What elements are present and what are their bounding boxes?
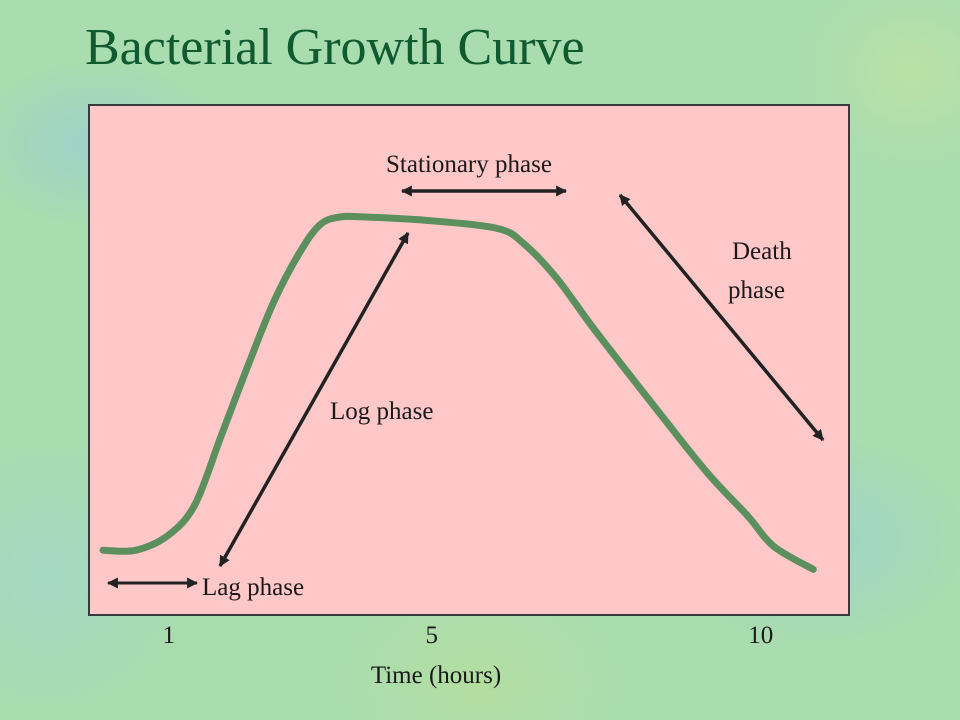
death-phase-arrow <box>618 193 825 442</box>
plot-area <box>88 104 850 616</box>
x-tick-label: 5 <box>426 622 439 649</box>
death-phase-label-line1: Death <box>732 238 792 265</box>
death-phase-label-line2: phase <box>728 277 785 304</box>
growth-curve-line <box>99 212 817 573</box>
lag-phase-label: Lag phase <box>202 574 304 601</box>
slide-title: Bacterial Growth Curve <box>85 19 585 76</box>
x-tick-label: 10 <box>748 622 773 649</box>
x-tick-label: 1 <box>163 622 176 649</box>
log-phase-arrow <box>218 232 410 567</box>
stationary-phase-label: Stationary phase <box>386 151 552 178</box>
log-phase-label: Log phase <box>330 398 433 425</box>
x-axis-label: Time (hours) <box>371 662 501 689</box>
